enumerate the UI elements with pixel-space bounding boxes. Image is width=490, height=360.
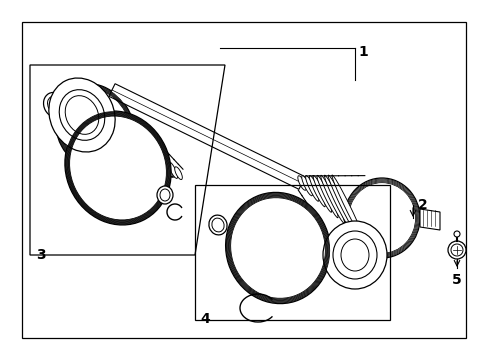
Ellipse shape — [454, 231, 460, 237]
Ellipse shape — [118, 123, 141, 170]
Ellipse shape — [57, 86, 73, 104]
Ellipse shape — [448, 241, 466, 259]
Ellipse shape — [44, 93, 67, 118]
Ellipse shape — [309, 176, 325, 207]
Ellipse shape — [143, 143, 159, 174]
Ellipse shape — [137, 138, 154, 173]
Ellipse shape — [124, 128, 145, 171]
Ellipse shape — [209, 215, 227, 235]
Ellipse shape — [323, 221, 387, 289]
Ellipse shape — [306, 176, 319, 201]
Ellipse shape — [65, 111, 171, 225]
Ellipse shape — [313, 175, 332, 212]
Ellipse shape — [169, 162, 177, 179]
Ellipse shape — [320, 175, 344, 223]
Bar — [22, 22, 466, 338]
Ellipse shape — [111, 118, 136, 168]
Ellipse shape — [55, 84, 135, 172]
Text: 3: 3 — [36, 248, 46, 262]
Ellipse shape — [302, 176, 313, 196]
Ellipse shape — [332, 175, 364, 240]
Ellipse shape — [157, 186, 173, 204]
Ellipse shape — [324, 175, 351, 229]
Polygon shape — [109, 84, 305, 189]
Ellipse shape — [298, 176, 306, 190]
Ellipse shape — [162, 157, 173, 177]
Ellipse shape — [156, 152, 168, 176]
Ellipse shape — [175, 167, 182, 180]
Ellipse shape — [317, 175, 338, 218]
Ellipse shape — [130, 132, 150, 172]
Ellipse shape — [344, 178, 420, 258]
Text: 4: 4 — [200, 312, 210, 326]
Polygon shape — [420, 209, 440, 230]
Ellipse shape — [225, 192, 330, 303]
Ellipse shape — [149, 147, 164, 175]
Ellipse shape — [328, 175, 357, 234]
Ellipse shape — [49, 78, 115, 152]
Text: 1: 1 — [358, 45, 368, 59]
Text: 5: 5 — [452, 273, 462, 287]
Text: 2: 2 — [418, 198, 428, 212]
